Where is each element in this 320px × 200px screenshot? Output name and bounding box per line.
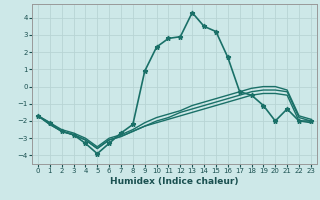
X-axis label: Humidex (Indice chaleur): Humidex (Indice chaleur): [110, 177, 239, 186]
